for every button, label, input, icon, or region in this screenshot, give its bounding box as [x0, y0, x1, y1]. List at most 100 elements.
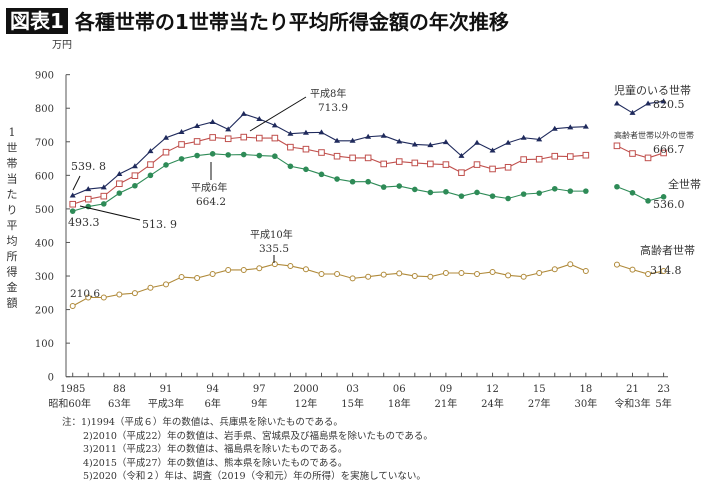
- annotation-heisei8-value: 713.9: [318, 102, 348, 114]
- y-tick-label: 300: [35, 272, 54, 283]
- x-tick-label-year: 23: [657, 384, 670, 395]
- data-point: [271, 134, 279, 142]
- series-line: [72, 113, 586, 197]
- data-point: [583, 188, 589, 194]
- x-tick-label-year: 97: [253, 384, 266, 395]
- data-point: [193, 138, 201, 145]
- data-point: [131, 163, 138, 169]
- data-point: [147, 161, 154, 168]
- data-point: [489, 147, 496, 153]
- header: 図表1 各種世帯の1世帯当たり平均所得金額の年次推移: [6, 6, 509, 35]
- legend-all: 全世帯: [668, 177, 701, 191]
- annotation-heisei10-value: 335.5: [259, 243, 289, 255]
- data-point: [69, 208, 76, 214]
- data-point: [272, 153, 278, 160]
- data-point: [442, 269, 449, 276]
- data-point: [100, 184, 107, 190]
- data-point: [116, 170, 123, 176]
- data-point: [536, 136, 543, 142]
- data-point: [660, 98, 667, 104]
- end-value-label: 666.7: [653, 143, 685, 156]
- end-value-label: 314.8: [650, 264, 682, 277]
- end-value-label: 536.0: [653, 198, 685, 211]
- footnote: 5)2020（令和２）年は、調査（2019（令和元）年の所得）を実施していない。: [83, 471, 426, 483]
- data-point: [567, 261, 574, 268]
- data-point: [349, 154, 356, 162]
- data-point: [365, 273, 372, 280]
- data-point: [287, 163, 294, 170]
- data-point: [240, 133, 248, 141]
- data-point: [147, 148, 154, 154]
- annotation-heisei10-label: 平成10年: [250, 228, 293, 241]
- data-point: [163, 134, 169, 140]
- data-point: [474, 189, 480, 196]
- data-point: [334, 137, 341, 143]
- data-point: [567, 188, 574, 194]
- data-point: [629, 189, 636, 196]
- data-point: [364, 154, 372, 162]
- y-axis-title-char: 均: [7, 235, 18, 248]
- data-point: [412, 186, 418, 193]
- data-point: [302, 266, 309, 273]
- chart-title: 各種世帯の1世帯当たり平均所得金額の年次推移: [74, 10, 509, 34]
- data-point: [520, 134, 527, 140]
- data-point: [85, 294, 92, 301]
- annotation-arrow: [72, 175, 81, 191]
- x-tick-label-era: 9年: [251, 397, 267, 410]
- data-point: [163, 162, 169, 168]
- data-point: [489, 268, 496, 275]
- y-tick-label: 200: [35, 306, 54, 317]
- series-line: [616, 100, 664, 114]
- data-point: [365, 178, 371, 185]
- data-point: [287, 143, 294, 151]
- x-tick-label-year: 15: [533, 384, 546, 395]
- data-point: [302, 145, 310, 153]
- data-point: [256, 134, 263, 142]
- data-point: [318, 129, 325, 135]
- data-point: [287, 262, 294, 269]
- x-tick-label-era: 15年: [341, 397, 364, 410]
- data-point: [147, 284, 154, 291]
- x-tick-label-era: 12年: [295, 397, 318, 410]
- x-tick-label-year: 94: [206, 384, 219, 395]
- data-point: [256, 265, 263, 272]
- data-point: [629, 266, 636, 273]
- y-tick-label: 100: [35, 339, 54, 350]
- y-axis-title-char: 当: [7, 172, 18, 186]
- x-tick-label-year: 91: [160, 384, 173, 395]
- annotation-arrow: [79, 205, 141, 221]
- data-point: [100, 192, 108, 200]
- data-point: [536, 269, 543, 276]
- x-tick-label-era: 30年: [574, 397, 597, 410]
- data-point: [505, 195, 511, 202]
- data-point: [100, 294, 107, 301]
- footnotes: 注：1)1994（平成６）年の数値は、兵庫県を除いたものである。 2)2010（…: [62, 416, 433, 484]
- data-point: [458, 152, 465, 158]
- y-tick-label: 600: [35, 171, 54, 182]
- y-axis-title-char: 帯: [7, 157, 18, 170]
- data-point: [427, 189, 434, 196]
- x-tick-label-era: 63年: [108, 397, 131, 410]
- x-tick-label-year: 88: [113, 384, 126, 395]
- series-line: [72, 136, 586, 205]
- y-axis-title-char: 額: [7, 297, 18, 310]
- data-point: [349, 178, 356, 185]
- y-axis-title-char: 世: [7, 142, 18, 155]
- data-point: [225, 152, 231, 158]
- y-axis-title-char: 金: [7, 280, 18, 294]
- data-point: [101, 201, 107, 207]
- data-point: [505, 139, 512, 145]
- x-tick-label-era: 令和3年: [614, 397, 650, 410]
- data-point: [84, 195, 92, 203]
- data-point: [551, 185, 558, 192]
- data-point: [194, 123, 201, 129]
- data-point: [303, 166, 309, 173]
- data-point: [349, 275, 356, 282]
- x-tick-label-era: 21年: [435, 397, 458, 410]
- legend-children: 児童のいる世帯: [614, 83, 691, 97]
- data-point: [380, 132, 387, 138]
- data-point: [334, 271, 341, 278]
- end-value-label: 820.5: [653, 98, 685, 111]
- data-point: [225, 266, 232, 273]
